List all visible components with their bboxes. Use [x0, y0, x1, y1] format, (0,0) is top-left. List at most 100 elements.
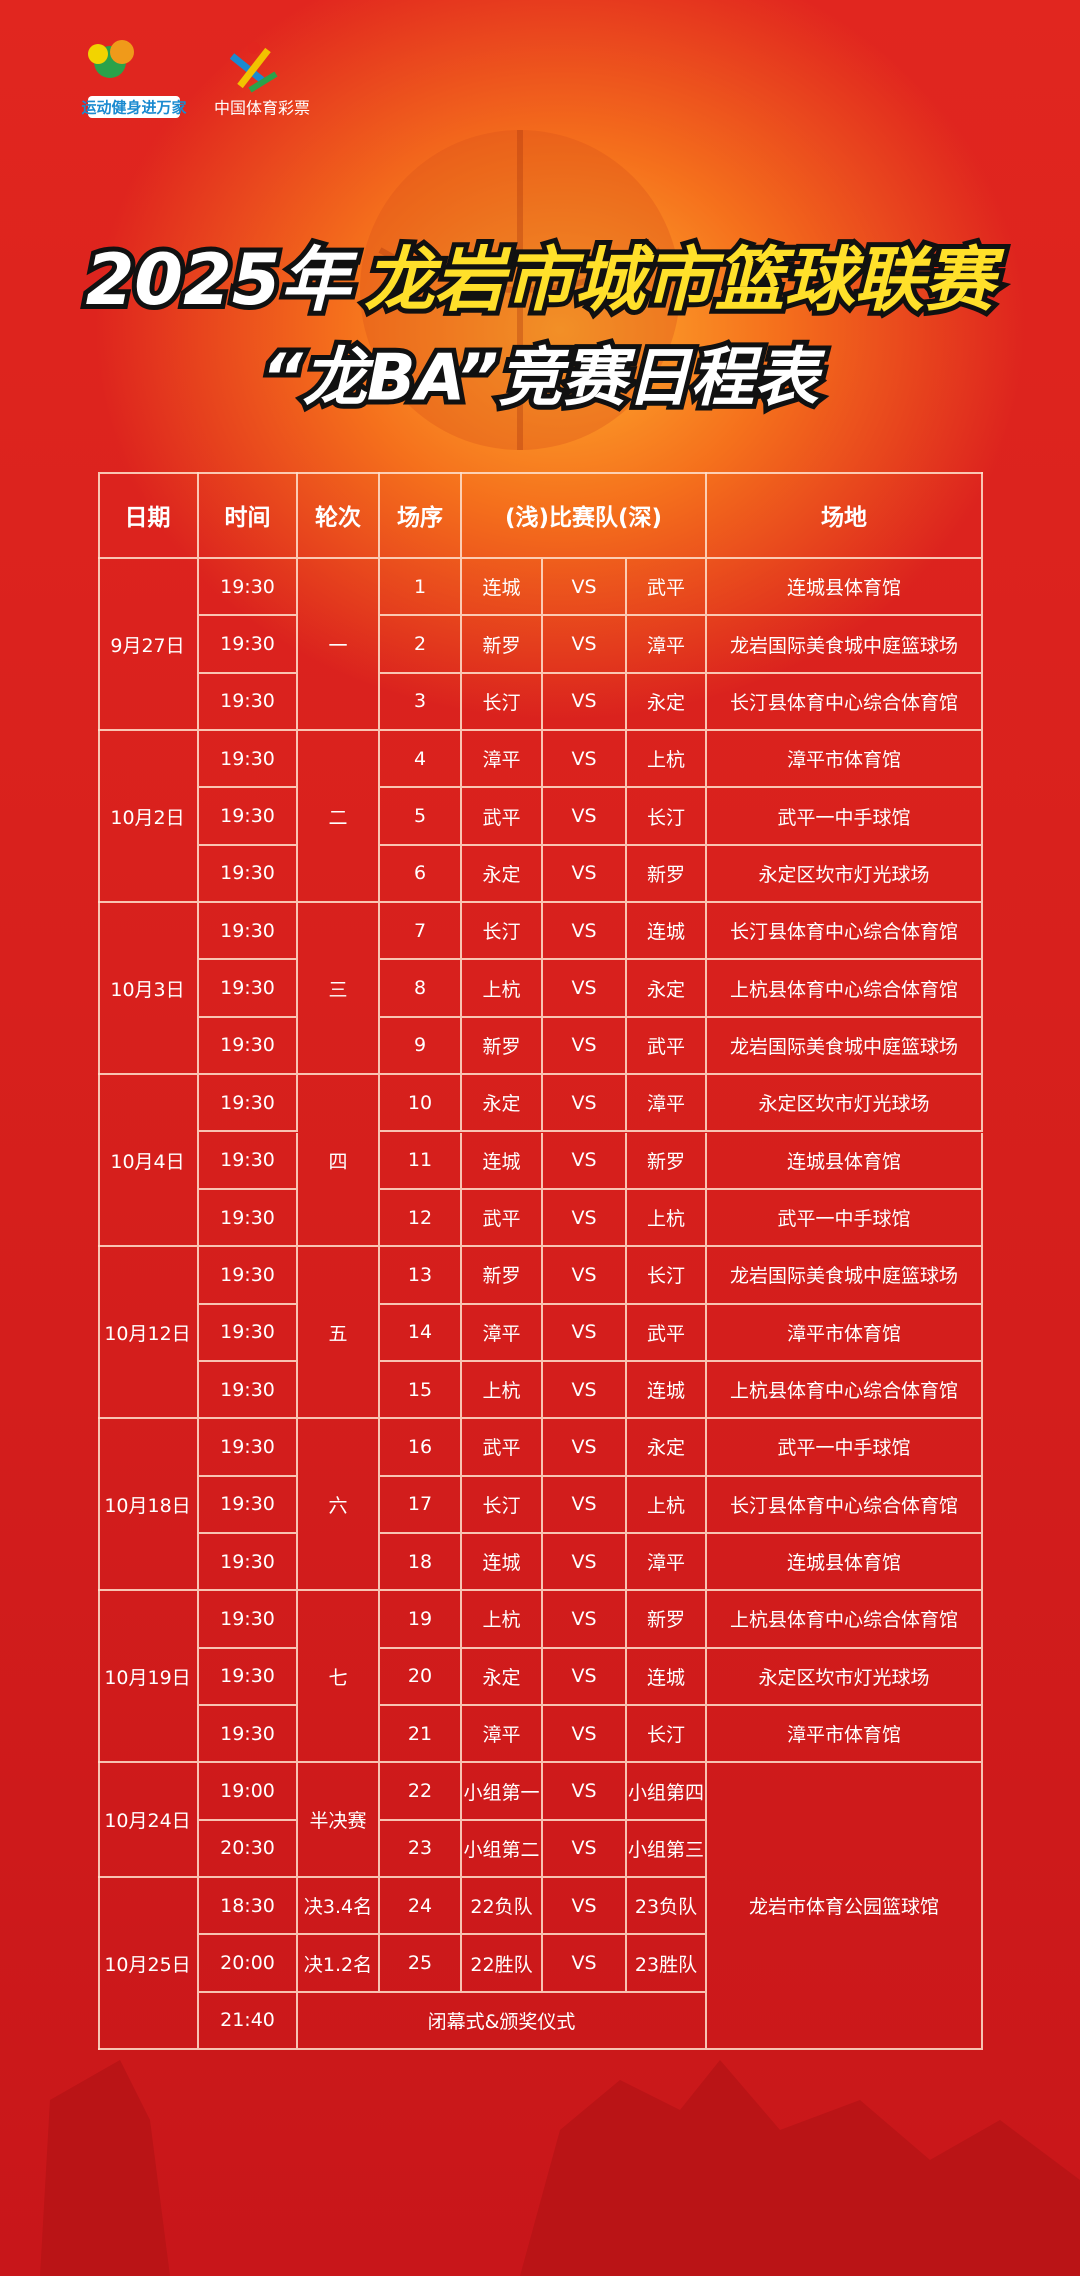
round-cell: 决1.2名 [298, 1935, 380, 1993]
team-dark: 23胜队 [627, 1935, 707, 1993]
match-no: 17 [380, 1476, 462, 1534]
date-cell: 10月24日 [98, 1763, 199, 1879]
team-light: 连城 [462, 559, 543, 617]
venue-cell: 龙岩国际美食城中庭篮球场 [707, 1247, 983, 1305]
time-cell: 19:30 [199, 616, 298, 674]
vs: VS [543, 1419, 627, 1477]
team-dark: 漳平 [627, 1533, 707, 1592]
team-dark: 永定 [627, 673, 707, 732]
venue-cell: 永定区坎市灯光球场 [707, 1648, 983, 1706]
vs: VS [543, 1706, 627, 1764]
match-no: 1 [380, 559, 462, 617]
team-dark: 连城 [627, 1361, 707, 1420]
venue-cell: 永定区坎市灯光球场 [707, 1075, 983, 1133]
match-no: 18 [380, 1533, 462, 1592]
title-name: 龙岩市城市篮球联赛 [364, 239, 1005, 321]
logo-left-text: 运动健身进万家 [81, 99, 186, 117]
header-cell: 时间 [199, 472, 298, 559]
round-cell: 七 [298, 1591, 380, 1764]
time-cell: 20:00 [199, 1935, 298, 1993]
vs: VS [543, 1935, 627, 1993]
match-no: 12 [380, 1189, 462, 1248]
vs: VS [543, 1533, 627, 1592]
team-light: 漳平 [462, 1304, 543, 1362]
team-dark: 武平 [627, 1304, 707, 1362]
time-cell: 19:30 [199, 1017, 298, 1076]
vs: VS [543, 1017, 627, 1076]
team-light: 上杭 [462, 1591, 543, 1649]
team-light: 武平 [462, 788, 543, 846]
time-cell: 19:30 [199, 1419, 298, 1477]
time-cell: 19:30 [199, 1075, 298, 1133]
team-dark: 小组第三 [627, 1820, 707, 1879]
venue-cell: 上杭县体育中心综合体育馆 [707, 1591, 983, 1649]
match-no: 15 [380, 1361, 462, 1420]
match-no: 22 [380, 1763, 462, 1821]
venue-cell: 永定区坎市灯光球场 [707, 845, 983, 904]
round-cell: 一 [298, 559, 380, 732]
team-light: 长汀 [462, 903, 543, 961]
match-no: 9 [380, 1017, 462, 1076]
team-dark: 上杭 [627, 731, 707, 789]
vs: VS [543, 616, 627, 674]
venue-cell: 武平一中手球馆 [707, 1189, 983, 1248]
header-cell: (浅)比赛队(深) [462, 472, 707, 559]
vs: VS [543, 960, 627, 1018]
team-dark: 永定 [627, 1419, 707, 1477]
team-light: 永定 [462, 1075, 543, 1133]
team-dark: 上杭 [627, 1189, 707, 1248]
vs: VS [543, 1361, 627, 1420]
vs: VS [543, 1189, 627, 1248]
date-cell: 10月19日 [98, 1591, 199, 1764]
vs: VS [543, 1247, 627, 1305]
vs: VS [543, 788, 627, 846]
vs: VS [543, 731, 627, 789]
team-dark: 长汀 [627, 1247, 707, 1305]
time-cell: 19:30 [199, 1247, 298, 1305]
logo-right-text: 中国体育彩票 [214, 99, 310, 118]
match-no: 13 [380, 1247, 462, 1305]
team-dark: 新罗 [627, 1591, 707, 1649]
team-light: 连城 [462, 1533, 543, 1592]
match-no: 21 [380, 1706, 462, 1764]
team-dark: 武平 [627, 559, 707, 617]
team-light: 永定 [462, 845, 543, 904]
team-dark: 长汀 [627, 1706, 707, 1764]
time-cell: 19:30 [199, 1706, 298, 1764]
venue-cell: 龙岩市体育公园篮球馆 [707, 1763, 983, 2051]
team-light: 小组第二 [462, 1820, 543, 1879]
venue-cell: 连城县体育馆 [707, 559, 983, 617]
title-year: 2025年 [86, 239, 359, 321]
venue-cell: 漳平市体育馆 [707, 1304, 983, 1362]
round-cell: 三 [298, 903, 380, 1076]
vs: VS [543, 559, 627, 617]
venue-cell: 长汀县体育中心综合体育馆 [707, 673, 983, 732]
time-cell: 19:30 [199, 1132, 298, 1190]
team-dark: 新罗 [627, 845, 707, 904]
time-cell: 19:30 [199, 1189, 298, 1248]
time-cell: 21:40 [199, 1992, 298, 2051]
team-light: 武平 [462, 1419, 543, 1477]
ceremony-cell: 闭幕式&颁奖仪式 [298, 1992, 707, 2051]
team-dark: 永定 [627, 960, 707, 1018]
match-no: 5 [380, 788, 462, 846]
venue-cell: 武平一中手球馆 [707, 788, 983, 846]
time-cell: 19:30 [199, 903, 298, 961]
time-cell: 20:30 [199, 1820, 298, 1879]
time-cell: 19:30 [199, 1476, 298, 1534]
venue-cell: 武平一中手球馆 [707, 1419, 983, 1477]
venue-cell: 上杭县体育中心综合体育馆 [707, 1361, 983, 1420]
team-dark: 连城 [627, 1648, 707, 1706]
time-cell: 19:30 [199, 1533, 298, 1592]
date-cell: 10月18日 [98, 1419, 199, 1592]
time-cell: 19:30 [199, 1591, 298, 1649]
team-dark: 漳平 [627, 616, 707, 674]
match-no: 25 [380, 1935, 462, 1993]
vs: VS [543, 1591, 627, 1649]
title: 2025年 龙岩市城市篮球联赛 [86, 239, 1006, 321]
team-light: 新罗 [462, 1017, 543, 1076]
vs: VS [543, 1075, 627, 1133]
time-cell: 19:30 [199, 845, 298, 904]
